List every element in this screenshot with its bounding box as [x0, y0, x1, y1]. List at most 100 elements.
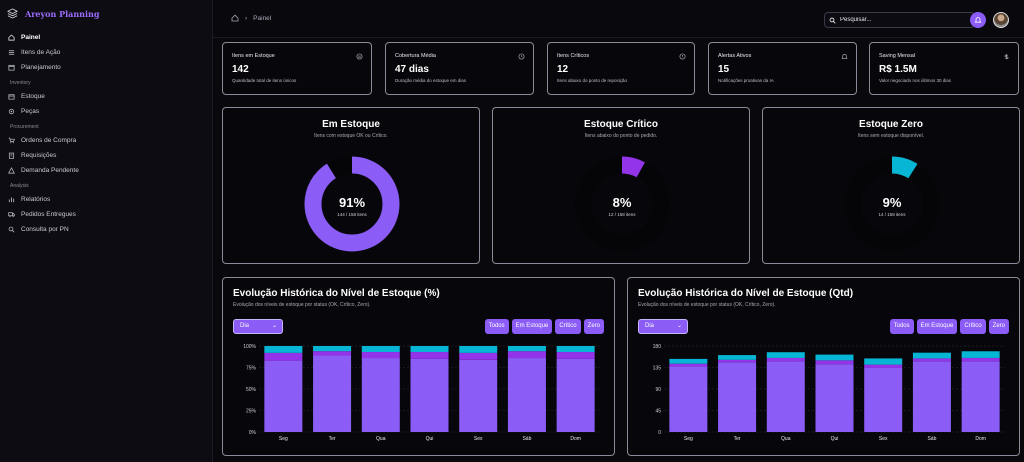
truck-icon [8, 212, 15, 218]
bar-segment-1 [718, 359, 757, 363]
donut-subtitle: Itens com estoque OK ou Crítico. [314, 133, 388, 139]
kpi-subtitle: Valor negociado nos últimos 30 dias [879, 78, 951, 83]
filter-critico-button[interactable]: Crítico [555, 319, 581, 334]
bar-segment-1 [912, 358, 951, 362]
bar-segment-2 [459, 346, 498, 353]
sidebar-item-label: Consulta por PN [21, 226, 69, 233]
y-tick-label: 0 [658, 430, 661, 436]
search-icon [829, 17, 836, 24]
sidebar-item-label: Relatórios [21, 196, 51, 203]
filter-em-estoque-button[interactable]: Em Estoque [916, 319, 958, 334]
x-tick-label: Ter [734, 436, 741, 442]
donut-percent: 9% [883, 195, 902, 210]
chart-card-percent: Evolução Histórica do Nível de Estoque (… [222, 277, 615, 456]
bar-chart-icon [8, 197, 15, 203]
donut-subtitle: Itens abaixo do ponto de pedido. [584, 133, 658, 139]
donut-arc [304, 156, 400, 252]
bar-segment-2 [669, 358, 708, 364]
filter-zero-button[interactable]: Zero [988, 319, 1009, 334]
kpi-card-itens-em-estoque: Itens em Estoque 142 Quantidade total de… [222, 42, 372, 95]
status-filters: Todos Em Estoque Crítico Zero [889, 319, 1009, 334]
sidebar-item-painel[interactable]: Painel [0, 30, 213, 45]
sidebar-item-planejamento[interactable]: Planejamento [0, 60, 213, 75]
avatar[interactable] [993, 12, 1009, 28]
sidebar-section-title: Analysis [10, 183, 29, 189]
kpi-subtitle: Notificações proativas da IA [718, 78, 774, 83]
bar-segment-0 [669, 366, 708, 432]
clipboard-icon [8, 152, 15, 159]
bar-segment-2 [815, 354, 854, 361]
sidebar-item-estoque[interactable]: Estoque [0, 89, 213, 104]
sidebar-item-demanda-pendente[interactable]: Demanda Pendente [0, 163, 213, 178]
x-tick-label: Sex [879, 436, 888, 442]
bar-segment-2 [864, 358, 903, 365]
donut-percent: 8% [613, 195, 632, 210]
kpi-subtitle: Itens abaixo do ponto de reposição [557, 78, 628, 83]
notifications-button[interactable] [970, 12, 986, 28]
bar-segment-0 [410, 358, 449, 432]
brand[interactable]: Areyon Planning [7, 8, 99, 19]
period-select[interactable]: Dia ⌄ [638, 319, 688, 334]
kpi-value: R$ 1.5M [879, 64, 917, 75]
filter-em-estoque-button[interactable]: Em Estoque [511, 319, 553, 334]
sidebar-section-title: Inventory [10, 80, 31, 86]
brand-name: Areyon Planning [25, 8, 100, 19]
donut-arc [844, 156, 940, 252]
sidebar: Areyon Planning Painel Itens de Ação Pla… [0, 0, 213, 462]
sidebar-item-label: Requisições [21, 152, 57, 159]
chart-card-quantity: Evolução Histórica do Nível de Estoque (… [627, 277, 1020, 456]
sidebar-item-consulta-por-pn[interactable]: Consulta por PN [0, 222, 213, 237]
sidebar-item-requisicoes[interactable]: Requisições [0, 148, 213, 163]
bar-segment-1 [459, 352, 498, 360]
filter-zero-button[interactable]: Zero [583, 319, 604, 334]
y-tick-label: 75% [246, 366, 257, 372]
donut-card-estoque-critico: Estoque Crítico Itens abaixo do ponto de… [492, 107, 750, 264]
bar-segment-1 [815, 360, 854, 365]
bar-segment-0 [507, 358, 546, 432]
home-icon[interactable] [231, 14, 239, 22]
donut-count: 14 / 158 itens [878, 212, 906, 217]
bar-segment-1 [410, 352, 449, 359]
sidebar-item-pedidos-entregues[interactable]: Pedidos Entregues [0, 207, 213, 222]
bar-segment-0 [912, 361, 951, 432]
bar-segment-1 [864, 364, 903, 368]
period-select[interactable]: Dia ⌄ [233, 319, 283, 334]
search-box[interactable] [824, 12, 975, 28]
bell-icon [841, 54, 848, 59]
sidebar-item-ordens-de-compra[interactable]: Ordens de Compra [0, 133, 213, 148]
gear-icon [8, 108, 15, 115]
sidebar-item-relatorios[interactable]: Relatórios [0, 192, 213, 207]
filter-todos-button[interactable]: Todos [889, 319, 914, 334]
sidebar-item-label: Peças [21, 108, 40, 115]
x-tick-label: Qua [781, 436, 791, 442]
bar-segment-2 [361, 346, 400, 353]
chevron-down-icon: ⌄ [676, 323, 682, 329]
bar-segment-0 [313, 355, 352, 432]
bar-segment-2 [961, 351, 1000, 358]
search-input[interactable] [840, 17, 970, 23]
x-tick-label: Sáb [927, 436, 936, 442]
sidebar-item-pecas[interactable]: Peças [0, 104, 213, 119]
sidebar-item-label: Pedidos Entregues [21, 211, 76, 218]
bar-segment-2 [313, 346, 352, 352]
donut-count: 144 / 158 itens [337, 212, 367, 217]
x-tick-label: Seg [279, 436, 288, 442]
filter-critico-button[interactable]: Crítico [960, 319, 986, 334]
sidebar-item-label: Planejamento [21, 64, 61, 71]
chart-subtitle: Evolução dos níveis de estoque por statu… [638, 302, 776, 308]
kpi-subtitle: Duração média do estoque em dias [395, 78, 467, 83]
kpi-card-alertas-ativos: Alertas Ativos 15 Notificações proativas… [708, 42, 857, 95]
breadcrumb-current: Painel [253, 14, 272, 22]
dollar-icon [1004, 53, 1009, 60]
y-tick-label: 50% [246, 387, 257, 393]
bar-segment-2 [718, 355, 757, 360]
donut-card-em-estoque: Em Estoque Itens com estoque OK ou Críti… [222, 107, 480, 264]
sidebar-item-itens-de-acao[interactable]: Itens de Ação [0, 45, 213, 60]
filter-todos-button[interactable]: Todos [484, 319, 509, 334]
bar-segment-1 [507, 351, 546, 359]
bar-segment-2 [766, 352, 805, 358]
x-tick-label: Dom [975, 436, 986, 442]
bar-segment-2 [264, 346, 303, 353]
list-icon [8, 50, 15, 55]
topbar: › Painel [213, 0, 1024, 38]
